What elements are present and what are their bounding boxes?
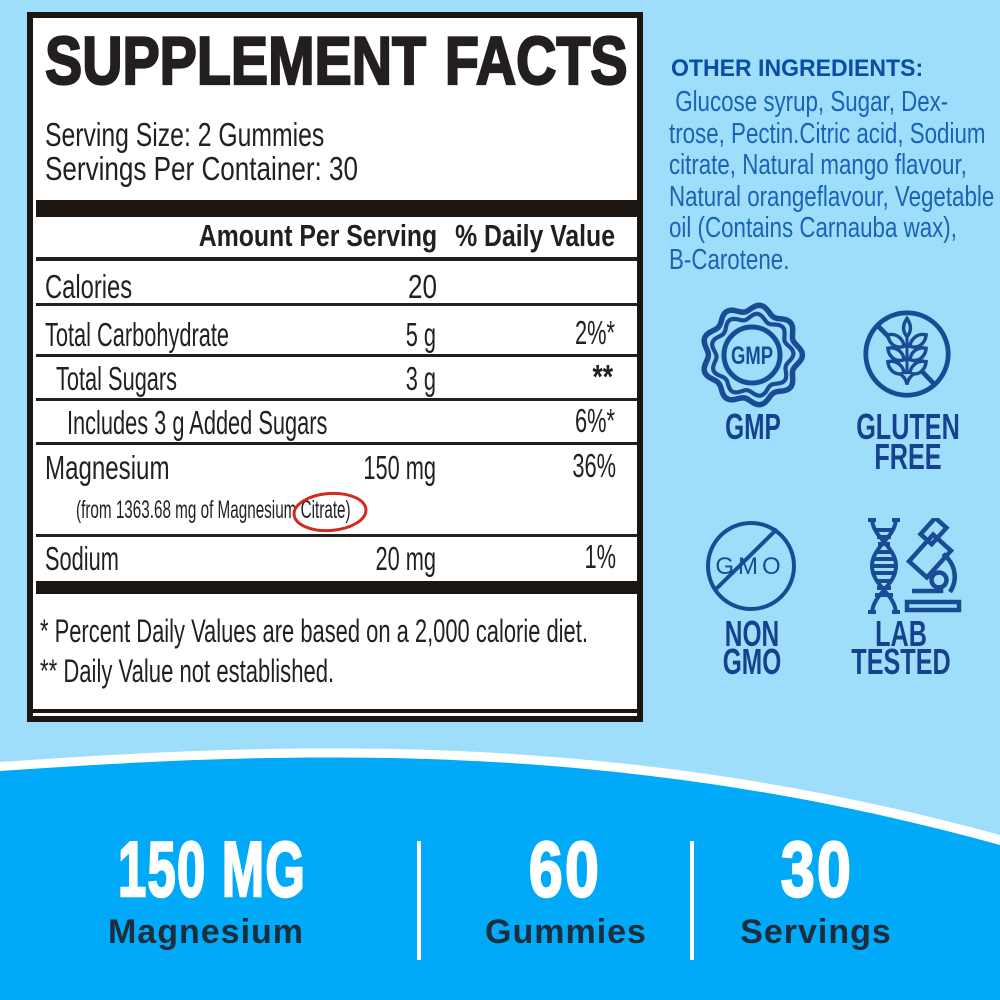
svg-text:GMO: GMO <box>715 553 784 580</box>
svg-text:GMP: GMP <box>731 342 773 370</box>
